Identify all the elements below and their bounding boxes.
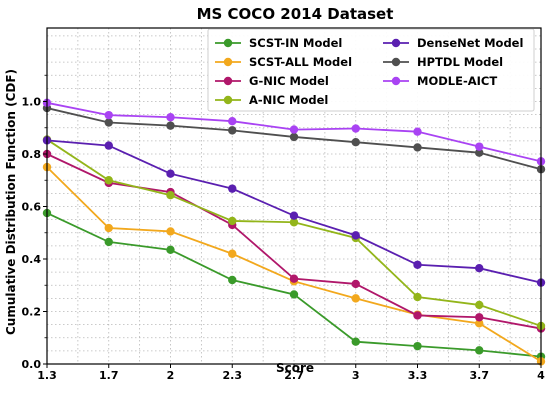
y-tick-label: 0.0 xyxy=(22,358,42,371)
legend-label: G-NIC Model xyxy=(249,74,329,88)
data-point xyxy=(475,263,484,273)
data-point xyxy=(289,290,299,299)
x-tick-label: 2 xyxy=(167,369,175,382)
data-point xyxy=(228,126,237,135)
data-point xyxy=(166,227,175,236)
legend-label: HPTDL Model xyxy=(417,55,503,69)
data-point xyxy=(475,300,484,310)
data-point xyxy=(166,191,175,200)
legend-swatch-marker xyxy=(223,38,233,48)
series-0 xyxy=(42,208,546,361)
legend-swatch-marker xyxy=(391,38,401,48)
data-point xyxy=(166,245,175,255)
y-axis-label: Cumulative Distribution Function (CDF) xyxy=(4,69,18,335)
data-point xyxy=(289,274,299,283)
data-point xyxy=(475,319,484,328)
legend: SCST-IN Model SCST-ALL Model G-NIC Model A-… xyxy=(207,28,535,112)
data-point xyxy=(104,110,113,120)
chart-title: MS COCO 2014 Dataset xyxy=(197,5,394,23)
data-point xyxy=(228,184,237,193)
data-point xyxy=(351,124,360,133)
data-point xyxy=(228,275,237,285)
legend-label: SCST-ALL Model xyxy=(249,55,352,69)
y-tick-label: 0.8 xyxy=(22,148,42,161)
data-point xyxy=(413,127,422,136)
data-point xyxy=(104,118,113,127)
legend-box xyxy=(207,28,535,112)
y-tick-label: 0.6 xyxy=(22,201,42,214)
data-point xyxy=(351,279,360,289)
x-tick-label: 3.3 xyxy=(408,369,428,382)
data-point xyxy=(475,142,484,151)
data-point xyxy=(351,337,360,346)
data-point xyxy=(289,211,299,220)
data-point xyxy=(104,141,113,150)
data-point xyxy=(228,216,237,226)
data-point xyxy=(104,176,113,185)
legend-label: SCST-IN Model xyxy=(249,36,342,50)
legend-swatch-marker xyxy=(223,76,233,86)
data-point xyxy=(475,346,484,355)
y-tick-label: 1.0 xyxy=(22,96,42,109)
x-tick-label: 1.7 xyxy=(99,369,119,382)
data-point xyxy=(413,143,422,152)
legend-swatch-marker xyxy=(223,95,233,105)
series-lines xyxy=(42,98,546,366)
legend-label: DenseNet Model xyxy=(417,36,523,50)
x-tick-label: 3 xyxy=(352,369,360,382)
legend-swatch-marker xyxy=(391,57,401,67)
series-5 xyxy=(42,103,546,174)
axis-ticks: 1.3 1.7 2 2.3 2.7 3 3.3 3.7 4 0.0 0.2 0.4 0.6 0.8 1.0 xyxy=(22,74,545,382)
x-tick-label: 2.7 xyxy=(284,369,304,382)
data-point xyxy=(351,294,360,303)
series-6 xyxy=(42,98,546,166)
legend-label: A-NIC Model xyxy=(249,93,328,107)
data-point xyxy=(351,137,360,147)
data-point xyxy=(166,121,175,130)
x-tick-label: 1.3 xyxy=(37,369,57,382)
legend-label: MODLE-AICT xyxy=(417,74,497,88)
data-point xyxy=(413,311,422,320)
legend-swatch-marker xyxy=(223,57,233,67)
y-tick-label: 0.2 xyxy=(22,306,42,319)
y-tick-label: 0.4 xyxy=(22,253,42,266)
data-point xyxy=(475,313,484,322)
data-point xyxy=(289,132,299,142)
data-point xyxy=(228,249,237,258)
data-point xyxy=(475,148,484,157)
x-tick-label: 2.3 xyxy=(223,369,243,382)
legend-swatch-marker xyxy=(391,76,401,86)
x-axis-label: Score xyxy=(276,361,314,375)
data-point xyxy=(166,169,175,178)
data-point xyxy=(289,125,299,134)
data-point xyxy=(413,260,422,269)
data-point xyxy=(104,237,113,247)
series-4 xyxy=(42,136,546,287)
data-point xyxy=(289,218,299,227)
x-tick-label: 3.7 xyxy=(470,369,490,382)
data-point xyxy=(413,341,422,351)
data-point xyxy=(228,116,237,126)
data-point xyxy=(104,223,113,233)
data-point xyxy=(166,113,175,122)
x-tick-label: 4 xyxy=(537,369,545,382)
data-point xyxy=(351,231,360,240)
data-point xyxy=(413,292,422,302)
